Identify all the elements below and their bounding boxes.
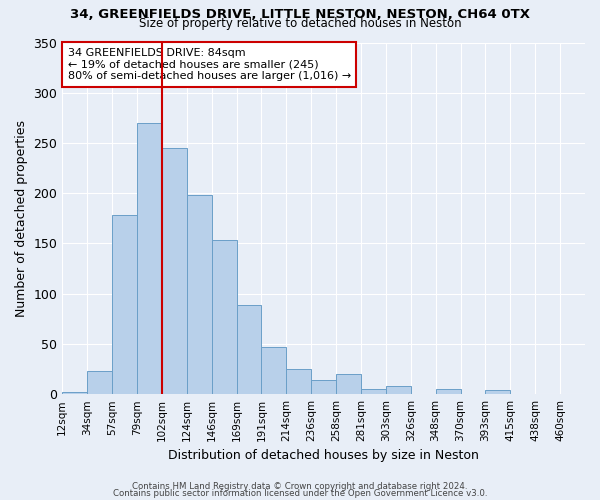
- Bar: [262, 347, 286, 394]
- Bar: [286, 369, 311, 394]
- X-axis label: Distribution of detached houses by size in Neston: Distribution of detached houses by size …: [168, 450, 479, 462]
- Bar: [386, 386, 411, 394]
- Bar: [311, 380, 336, 394]
- Bar: [485, 390, 511, 394]
- Bar: [162, 148, 187, 394]
- Bar: [112, 216, 137, 394]
- Bar: [436, 389, 461, 394]
- Y-axis label: Number of detached properties: Number of detached properties: [15, 120, 28, 317]
- Text: 34, GREENFIELDS DRIVE, LITTLE NESTON, NESTON, CH64 0TX: 34, GREENFIELDS DRIVE, LITTLE NESTON, NE…: [70, 8, 530, 20]
- Text: Size of property relative to detached houses in Neston: Size of property relative to detached ho…: [139, 18, 461, 30]
- Text: Contains HM Land Registry data © Crown copyright and database right 2024.: Contains HM Land Registry data © Crown c…: [132, 482, 468, 491]
- Text: 34 GREENFIELDS DRIVE: 84sqm
← 19% of detached houses are smaller (245)
80% of se: 34 GREENFIELDS DRIVE: 84sqm ← 19% of det…: [68, 48, 351, 81]
- Bar: [137, 123, 162, 394]
- Bar: [87, 371, 112, 394]
- Text: Contains public sector information licensed under the Open Government Licence v3: Contains public sector information licen…: [113, 488, 487, 498]
- Bar: [62, 392, 87, 394]
- Bar: [187, 195, 212, 394]
- Bar: [336, 374, 361, 394]
- Bar: [236, 305, 262, 394]
- Bar: [212, 240, 236, 394]
- Bar: [361, 389, 386, 394]
